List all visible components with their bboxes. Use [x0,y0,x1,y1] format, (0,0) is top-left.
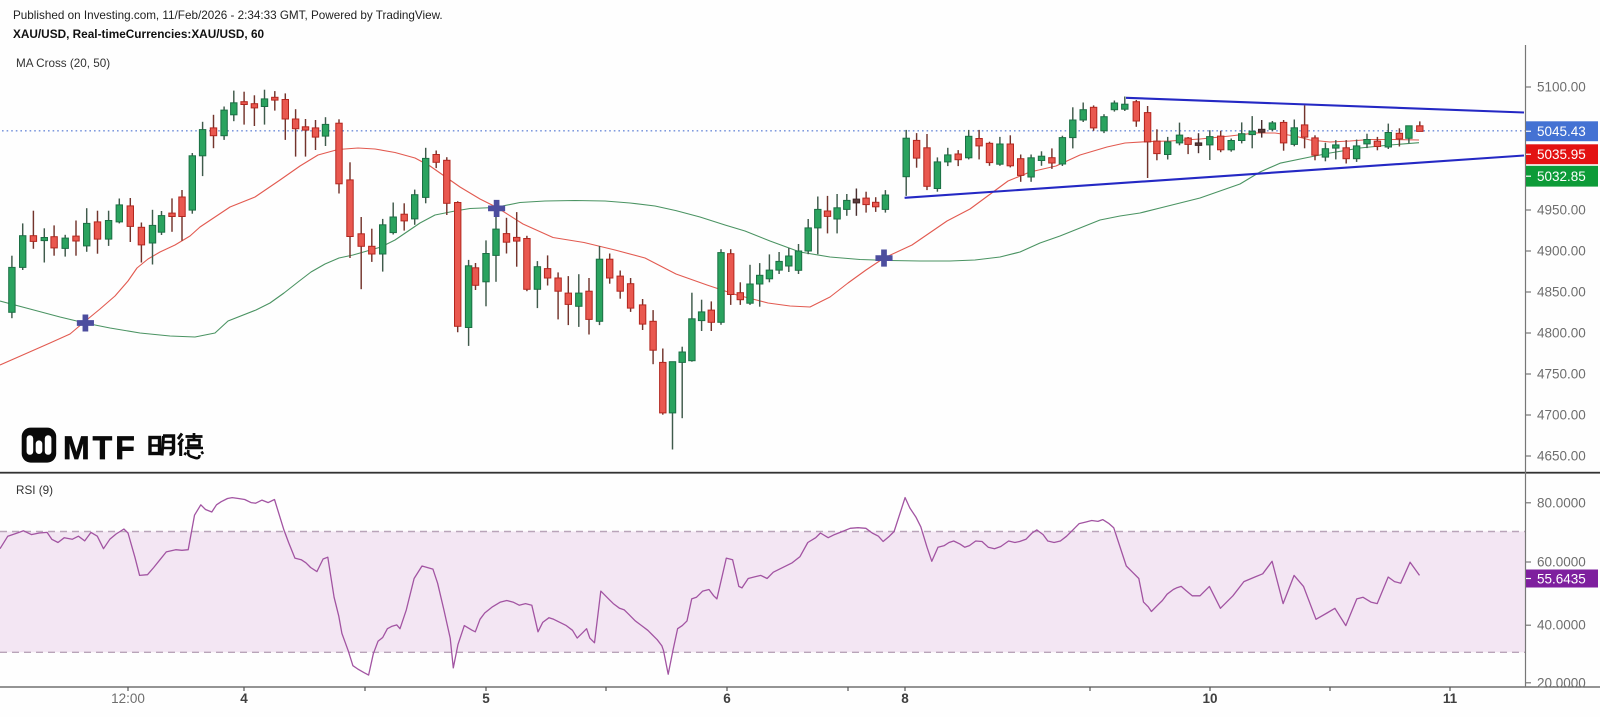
svg-text:5032.85: 5032.85 [1537,169,1586,184]
svg-text:40.0000: 40.0000 [1537,618,1586,633]
svg-text:5100.00: 5100.00 [1537,80,1586,95]
svg-text:Published on Investing.com, 11: Published on Investing.com, 11/Feb/2026 … [13,9,443,22]
svg-text:10: 10 [1202,691,1217,706]
svg-text:55.6435: 55.6435 [1537,571,1586,586]
svg-text:8: 8 [901,691,909,706]
svg-text:4750.00: 4750.00 [1537,367,1586,382]
svg-text:4650.00: 4650.00 [1537,449,1586,464]
svg-text:5: 5 [482,691,490,706]
svg-text:4850.00: 4850.00 [1537,285,1586,300]
svg-text:12:00: 12:00 [111,691,145,706]
svg-text:60.0000: 60.0000 [1537,555,1586,570]
svg-text:6: 6 [723,691,731,706]
svg-text:4900.00: 4900.00 [1537,244,1586,259]
svg-text:RSI (9): RSI (9) [16,484,53,497]
svg-text:5045.43: 5045.43 [1537,124,1586,139]
svg-text:11: 11 [1443,691,1458,706]
svg-text:4800.00: 4800.00 [1537,326,1586,341]
svg-text:20.0000: 20.0000 [1537,675,1586,690]
svg-text:MTF: MTF [63,430,138,466]
svg-text:4: 4 [240,691,248,706]
svg-text:80.0000: 80.0000 [1537,495,1586,510]
svg-text:XAU/USD, Real-timeCurrencies:X: XAU/USD, Real-timeCurrencies:XAU/USD, 60 [13,27,265,41]
svg-text:4700.00: 4700.00 [1537,408,1586,423]
svg-text:5035.95: 5035.95 [1537,147,1586,162]
svg-text:4950.00: 4950.00 [1537,203,1586,218]
svg-text:MA Cross (20, 50): MA Cross (20, 50) [16,57,110,70]
